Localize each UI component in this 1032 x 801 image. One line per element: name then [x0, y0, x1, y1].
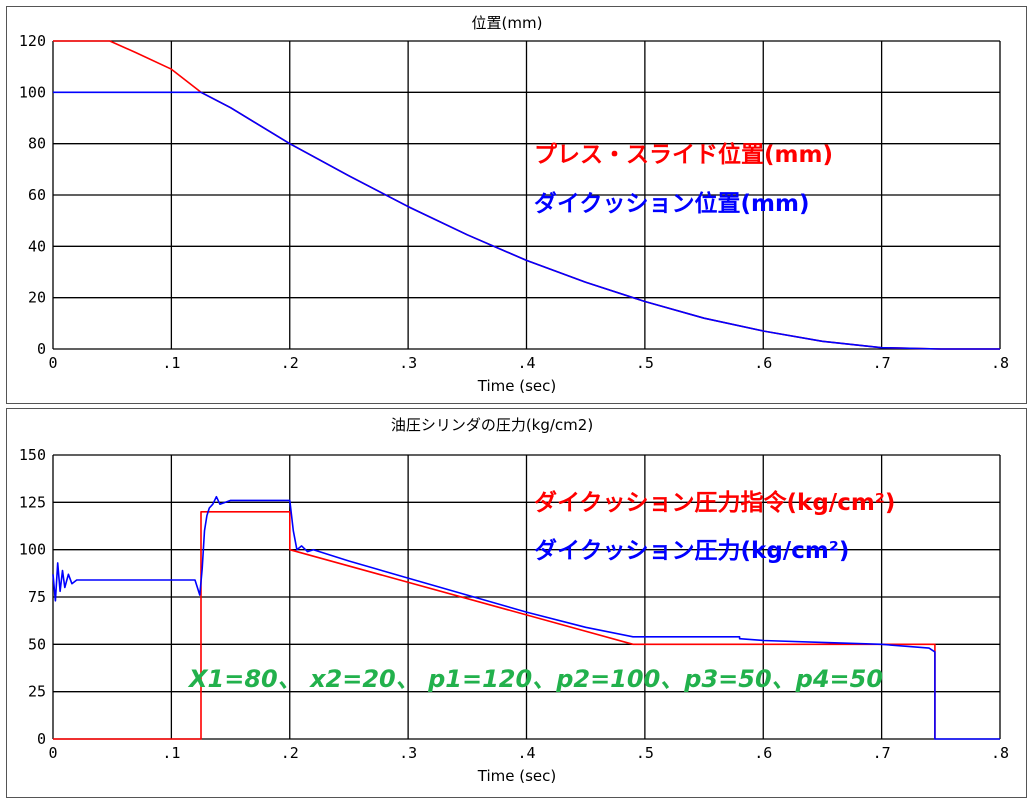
y-tick-label: 125 — [19, 493, 46, 511]
series-line-2 — [52, 495, 1000, 740]
legend-press-slide-position: プレス・スライド位置(mm) — [534, 141, 833, 168]
y-tick-label: 120 — [19, 32, 46, 50]
x-tick-label: .3 — [399, 744, 417, 762]
position-x-axis-label: Time (sec) — [477, 377, 556, 395]
x-tick-label: .5 — [636, 744, 654, 762]
x-tick-label: 0 — [48, 744, 57, 762]
x-tick-label: .7 — [873, 744, 891, 762]
position-chart-title: 位置(mm) — [472, 14, 543, 32]
legend-die-cushion-position: ダイクッション位置(mm) — [534, 190, 810, 217]
y-tick-label: 25 — [28, 683, 46, 701]
x-tick-label: .4 — [517, 354, 535, 372]
x-tick-label: .8 — [991, 354, 1009, 372]
position-chart: 位置(mm) 0204060801001200.1.2.3.4.5.6.7.8 … — [19, 14, 1009, 395]
y-tick-label: 20 — [28, 289, 46, 307]
pressure-chart-panel: 油圧シリンダの圧力(kg/cm2) 0 25 50 75 100 125 150 0 .1 .2.… — [6, 408, 1027, 798]
x-tick-label: 0 — [48, 354, 57, 372]
x-tick-label: .4 — [517, 744, 535, 762]
x-tick-label: .3 — [399, 354, 417, 372]
y-tick-label: 60 — [28, 186, 46, 204]
y-tick-label: 100 — [19, 83, 46, 101]
y-tick-label: 150 — [19, 446, 46, 464]
y-tick-label: 50 — [28, 635, 46, 653]
x-tick-label: .1 — [162, 354, 180, 372]
position-chart-panel: 位置(mm) 0 20 40 60 80 100 120 0.1.2.3.4.5.6.7.8 … — [6, 6, 1027, 404]
legend-die-cushion-pressure-command: ダイクッション圧力指令(kg/cm²) — [534, 489, 895, 516]
x-tick-label: .6 — [754, 354, 772, 372]
x-tick-label: .2 — [281, 744, 299, 762]
legend-die-cushion-pressure: ダイクッション圧力(kg/cm²) — [534, 537, 849, 564]
x-tick-label: .2 — [281, 354, 299, 372]
x-tick-label: .7 — [873, 354, 891, 372]
y-tick-label: 0 — [37, 340, 46, 358]
pressure-chart: 油圧シリンダの圧力(kg/cm2) 0 25 50 75 100 125 150 0 .1 .2.… — [19, 416, 1009, 785]
series-line-2 — [53, 91, 1000, 350]
x-tick-label: .5 — [636, 354, 654, 372]
x-tick-label: .6 — [754, 744, 772, 762]
y-tick-label: 80 — [28, 135, 46, 153]
x-tick-label: .8 — [991, 744, 1009, 762]
y-tick-label: 100 — [19, 541, 46, 559]
pressure-x-axis-label: Time (sec) — [477, 767, 556, 785]
x-tick-label: .1 — [162, 744, 180, 762]
y-tick-label: 0 — [37, 730, 46, 748]
y-tick-label: 75 — [28, 588, 46, 606]
y-tick-label: 40 — [28, 237, 46, 255]
parameter-annotation: X1=80、 x2=20、 p1=120、p2=100、p3=50、p4=50 — [187, 665, 883, 693]
pressure-chart-title: 油圧シリンダの圧力(kg/cm2) — [391, 416, 593, 434]
